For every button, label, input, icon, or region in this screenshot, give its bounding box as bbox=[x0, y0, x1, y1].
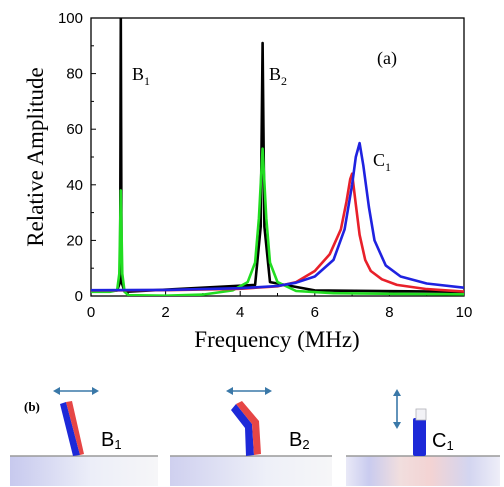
x-tick-label: 0 bbox=[87, 304, 95, 321]
beam-c1 bbox=[413, 418, 426, 456]
x-tick-label: 10 bbox=[456, 304, 473, 321]
y-axis: 0 20 40 60 80 100 bbox=[58, 10, 96, 305]
arrow-b1-right bbox=[92, 387, 99, 395]
mode-panel-b2: B2 bbox=[170, 387, 332, 486]
beam-b1 bbox=[60, 402, 80, 456]
series-layer bbox=[91, 18, 464, 296]
mode-label-b1: B1 bbox=[101, 429, 122, 452]
series-line-blue bbox=[91, 141, 464, 292]
annotation-b1: B1 bbox=[132, 64, 150, 88]
y-tick-label: 20 bbox=[66, 232, 83, 249]
arrow-c1-up bbox=[393, 389, 401, 396]
beam-b1-shade bbox=[66, 401, 84, 455]
annotation-c1: C1 bbox=[373, 150, 391, 174]
mode-label-b2: B2 bbox=[289, 429, 310, 452]
mode-panel-b1: (b) B1 bbox=[10, 387, 158, 486]
beam-c1-tip bbox=[415, 408, 427, 421]
plot-area bbox=[90, 17, 465, 297]
arrow-c1-down bbox=[393, 422, 401, 429]
y-tick-label: 80 bbox=[66, 66, 83, 83]
x-tick-label: 4 bbox=[236, 304, 244, 321]
substrate-c1 bbox=[346, 456, 500, 486]
x-tick-label: 2 bbox=[161, 304, 169, 321]
y-axis-title: Relative Amplitude bbox=[23, 67, 48, 247]
mode-panel-c1: C1 bbox=[346, 389, 500, 486]
panel-label-a: (a) bbox=[377, 48, 397, 69]
substrate-b2 bbox=[170, 456, 332, 486]
y-tick-label: 100 bbox=[58, 10, 83, 27]
annotation-b2: B2 bbox=[269, 64, 287, 88]
series-line-red bbox=[91, 172, 464, 293]
beam-b2 bbox=[231, 404, 254, 456]
x-tick-label: 8 bbox=[385, 304, 393, 321]
y-tick-label: 0 bbox=[75, 288, 83, 305]
mode-label-c1: C1 bbox=[432, 430, 454, 453]
arrow-b2-right bbox=[265, 387, 272, 395]
substrate-b1 bbox=[10, 456, 158, 486]
x-axis-title: Frequency (MHz) bbox=[194, 327, 359, 352]
panel-label-b: (b) bbox=[24, 399, 40, 414]
x-tick-label: 6 bbox=[311, 304, 319, 321]
arrow-b2-left bbox=[226, 387, 233, 395]
y-tick-label: 40 bbox=[66, 177, 83, 194]
arrow-b1-left bbox=[53, 387, 60, 395]
beam-b2-shade bbox=[236, 401, 261, 455]
series-line-green bbox=[91, 147, 464, 296]
x-axis: 0 2 4 6 8 10 bbox=[87, 291, 473, 321]
y-tick-label: 60 bbox=[66, 121, 83, 138]
series-line-black bbox=[91, 18, 464, 294]
